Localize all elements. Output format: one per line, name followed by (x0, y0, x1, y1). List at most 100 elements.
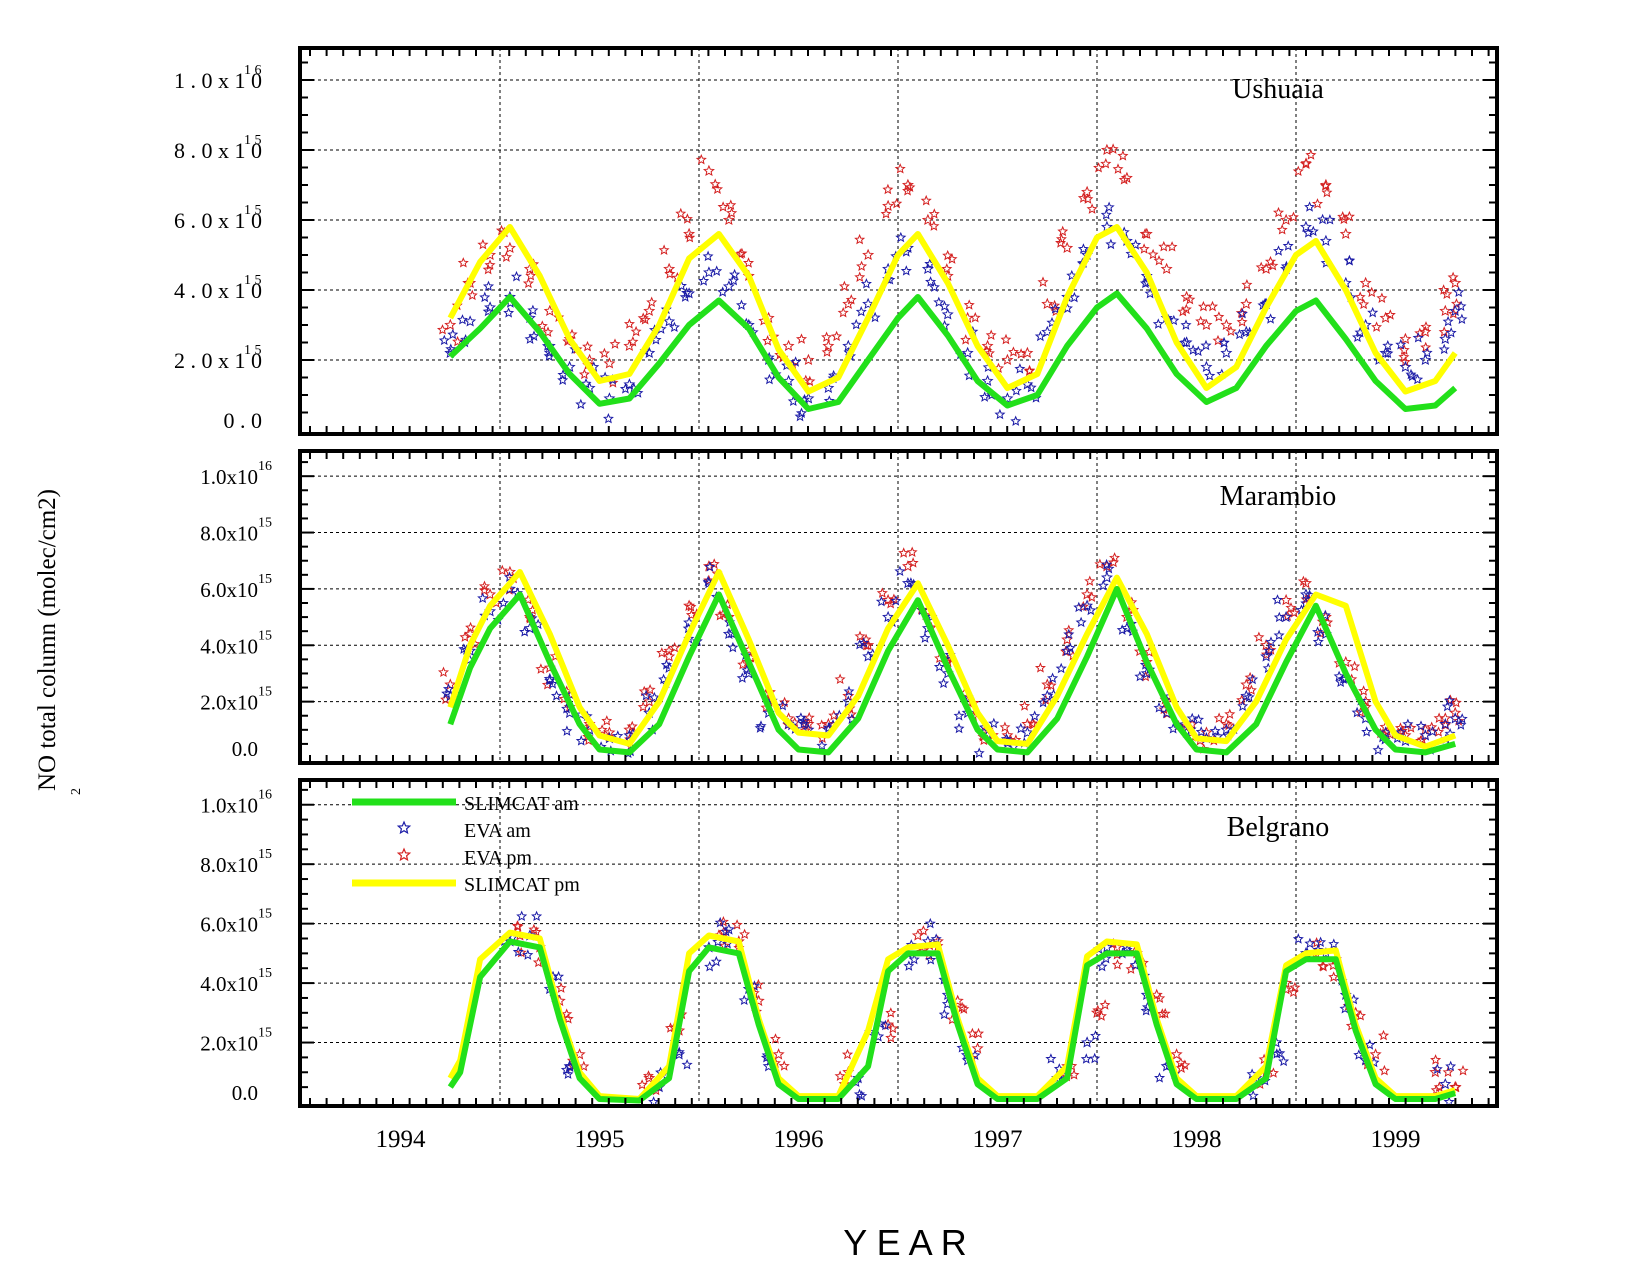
data-point (1021, 726, 1034, 738)
y-tick-label: 6.0x10 (200, 578, 258, 602)
data-point (816, 719, 828, 730)
data-point (452, 335, 464, 347)
data-point (603, 726, 616, 738)
data-point (941, 263, 953, 274)
data-point (739, 928, 751, 940)
data-point (1021, 346, 1034, 359)
y-tick-label: 0.0 (232, 1081, 258, 1105)
data-point (782, 374, 795, 387)
data-point (477, 592, 489, 604)
data-point (1420, 321, 1432, 332)
data-point (497, 597, 509, 608)
y-tick-label: 8.0x10 (200, 853, 258, 877)
data-point (1377, 1029, 1390, 1041)
data-point (1195, 726, 1207, 737)
data-point (710, 955, 722, 967)
data-point (843, 685, 855, 697)
data-point (1086, 591, 1098, 602)
data-point (1280, 610, 1293, 623)
data-point (702, 250, 714, 262)
data-point (729, 268, 741, 280)
data-point (1351, 706, 1363, 718)
data-point (907, 557, 919, 568)
data-point (1399, 332, 1412, 345)
data-point (1025, 381, 1037, 393)
data-point (919, 632, 931, 643)
data-point (769, 1033, 781, 1044)
data-point (703, 574, 715, 586)
data-point (1450, 697, 1462, 708)
y-tick-label: 8 . 0 x 1 0 (174, 138, 262, 163)
data-point (557, 374, 569, 385)
data-point (850, 318, 862, 330)
data-point (928, 208, 940, 219)
data-point (542, 326, 554, 337)
data-point (726, 207, 738, 218)
data-point (1447, 308, 1459, 319)
data-point (1354, 291, 1366, 302)
data-point (709, 178, 721, 189)
data-point (942, 249, 954, 261)
legend-entry: SLIMCAT am (352, 793, 579, 815)
data-point (1066, 269, 1078, 281)
data-point (742, 257, 755, 268)
data-point (695, 154, 707, 165)
data-point (1235, 307, 1247, 318)
data-point (1166, 241, 1178, 252)
data-point (1034, 330, 1046, 342)
legend-swatch (396, 820, 412, 835)
data-point (1304, 201, 1316, 212)
data-point (736, 672, 748, 683)
data-point (1236, 694, 1248, 705)
data-point (772, 1048, 785, 1060)
data-point (1186, 712, 1198, 724)
data-point (1263, 645, 1275, 656)
series-group (437, 546, 1468, 759)
data-point (535, 663, 547, 674)
y-tick-exponent: 16 (258, 788, 272, 803)
data-point (1236, 316, 1248, 327)
data-point (1299, 220, 1312, 233)
data-point (1447, 271, 1459, 283)
data-point (1382, 340, 1394, 351)
data-point (901, 560, 914, 572)
data-point (1265, 636, 1277, 647)
data-point (1405, 368, 1417, 380)
data-point (717, 286, 729, 297)
data-point (1024, 364, 1036, 376)
data-point (763, 373, 775, 385)
data-point (1450, 1081, 1462, 1092)
data-point (1264, 255, 1277, 267)
data-point (1103, 201, 1115, 213)
data-point (1107, 143, 1119, 154)
data-point (887, 1022, 899, 1034)
data-point (1358, 685, 1370, 696)
data-point (895, 231, 907, 243)
data-point (1429, 1065, 1442, 1078)
series-points-eva-pm (511, 915, 1469, 1096)
data-point (1245, 684, 1257, 695)
data-point (642, 1070, 654, 1081)
data-point (1241, 278, 1253, 290)
data-point (711, 183, 724, 194)
data-point (479, 291, 491, 303)
data-point (854, 271, 866, 282)
data-point (602, 413, 614, 424)
x-tick-label: 1996 (774, 1126, 824, 1153)
data-point (561, 725, 573, 736)
y-tick-exponent: 1 6 (244, 63, 262, 78)
legend-entry: SLIMCAT pm (352, 874, 580, 896)
data-point (1170, 1048, 1183, 1060)
data-point (1081, 599, 1094, 611)
data-point (1382, 347, 1394, 359)
data-point (1063, 628, 1075, 640)
data-point (963, 299, 975, 310)
data-point (717, 201, 729, 212)
data-point (917, 925, 929, 936)
data-point (702, 575, 714, 587)
data-point (1049, 299, 1061, 311)
data-point (1395, 338, 1407, 350)
data-point (543, 672, 556, 685)
data-point (512, 946, 524, 957)
data-point (1026, 717, 1038, 729)
